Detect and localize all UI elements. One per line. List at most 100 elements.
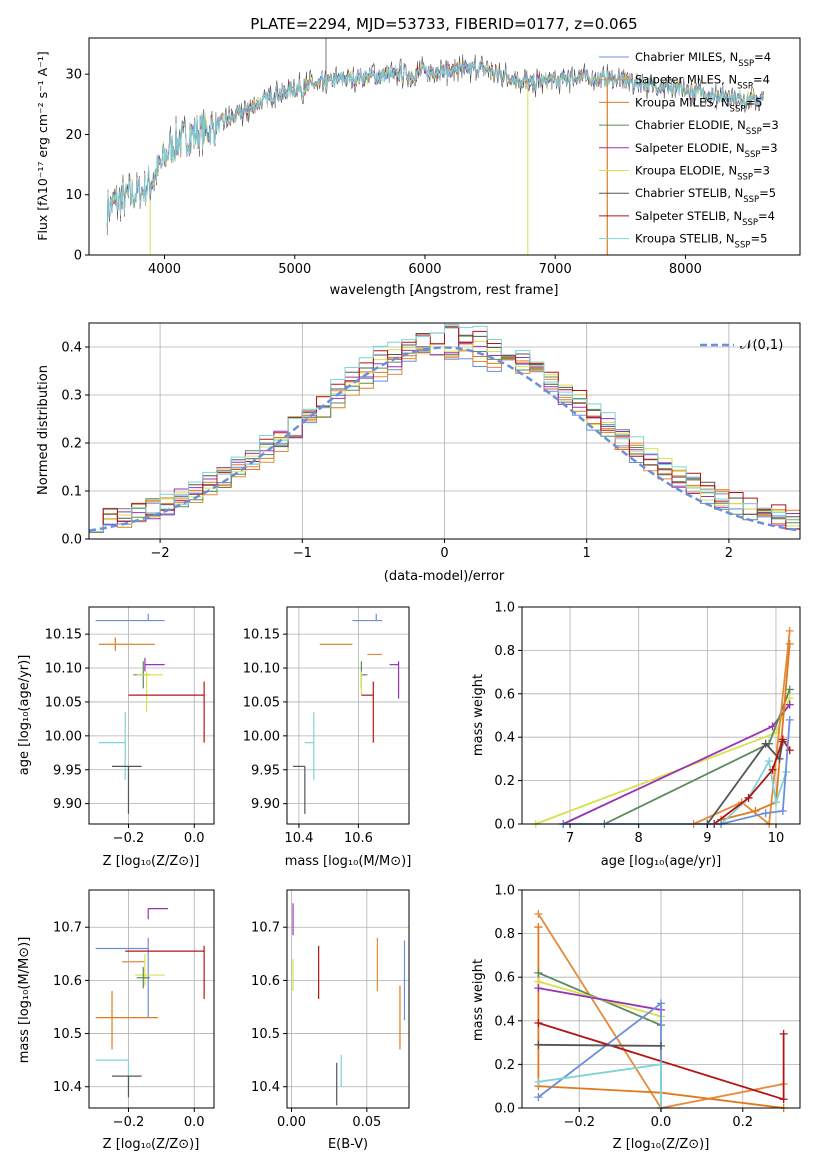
mass-vs-ebv-xlabel: E(B-V) bbox=[328, 1137, 368, 1152]
spectrum-legend: Chabrier MILES, NSSP=4 Salpeter MILES, NS… bbox=[599, 50, 779, 251]
y-tick-label: 10.5 bbox=[53, 1027, 82, 1042]
legend-label: Kroupa ELODIE, NSSP=3 bbox=[635, 164, 770, 183]
y-tick-label: 30 bbox=[65, 68, 82, 83]
weight-marker bbox=[534, 1018, 543, 1027]
age-vs-z-xlabel: Z [log₁₀(Z/Z⊙)] bbox=[103, 854, 200, 869]
weight-marker bbox=[778, 735, 787, 744]
weight-vs-z-xlabel: Z [log₁₀(Z/Z⊙)] bbox=[613, 1137, 710, 1152]
axes-frame bbox=[521, 889, 801, 1109]
spectrum-xlabel: wavelength [Angstrom, rest frame] bbox=[330, 283, 559, 298]
legend-label: Chabrier ELODIE, NSSP=3 bbox=[635, 118, 779, 137]
y-tick-label: 10.10 bbox=[243, 662, 280, 677]
x-tick-label: 10 bbox=[768, 831, 785, 846]
x-tick-label: 0.00 bbox=[277, 1115, 306, 1130]
y-tick-label: 0.8 bbox=[494, 644, 515, 659]
y-tick-label: 0.6 bbox=[494, 687, 515, 702]
residual-histogram bbox=[89, 324, 800, 532]
weight-marker bbox=[744, 793, 753, 802]
x-tick-label: 0 bbox=[440, 546, 448, 561]
weight-line bbox=[537, 927, 784, 1109]
x-tick-label: −0.2 bbox=[563, 1115, 595, 1130]
axes-frame bbox=[88, 37, 801, 256]
y-tick-label: 20 bbox=[65, 128, 82, 143]
weight-line bbox=[535, 697, 791, 825]
x-tick-label: 7000 bbox=[539, 262, 572, 277]
y-tick-label: 10.4 bbox=[251, 1080, 280, 1095]
residual-histogram bbox=[89, 342, 800, 533]
y-tick-label: 0.4 bbox=[61, 341, 82, 356]
weight-vs-z-ylabel: mass weight bbox=[471, 959, 486, 1041]
x-tick-label: 1 bbox=[583, 546, 591, 561]
y-tick-label: 0.0 bbox=[494, 818, 515, 833]
legend-label: Chabrier STELIB, NSSP=5 bbox=[635, 186, 776, 205]
x-tick-label: −2 bbox=[151, 546, 170, 561]
y-tick-label: 0.4 bbox=[494, 1014, 515, 1029]
weight-marker bbox=[785, 715, 794, 724]
age-vs-mass-xlabel: mass [log₁₀(M/M⊙)] bbox=[285, 854, 412, 869]
weight-marker bbox=[534, 1093, 543, 1102]
weight-marker bbox=[761, 739, 770, 748]
y-tick-label: 0.8 bbox=[494, 927, 515, 942]
weight-line bbox=[562, 704, 791, 825]
y-tick-label: 10.15 bbox=[243, 628, 280, 643]
spectrum-line bbox=[106, 60, 764, 228]
y-tick-label: 10.05 bbox=[243, 695, 280, 710]
residual-histogram bbox=[89, 325, 800, 533]
age-vs-z-ylabel: age [log₁₀(age/yr)] bbox=[17, 655, 32, 776]
mass-vs-ebv-panel: 0.00 0.05 10.4 10.5 10.6 10.7 E(B-V) bbox=[251, 889, 410, 1152]
y-tick-label: 0.2 bbox=[61, 437, 82, 452]
y-tick-label: 10.00 bbox=[45, 729, 82, 744]
weight-marker bbox=[657, 999, 665, 1008]
weight-marker bbox=[785, 685, 794, 694]
weight-line bbox=[538, 1043, 662, 1047]
x-tick-label: 8 bbox=[635, 831, 643, 846]
weight-marker bbox=[751, 806, 760, 815]
x-tick-label: 0.2 bbox=[732, 1115, 753, 1130]
weight-line bbox=[538, 1063, 662, 1108]
legend-label: Salpeter ELODIE, NSSP=3 bbox=[635, 141, 778, 160]
mass-vs-z-ylabel: mass [log₁₀(M/M⊙)] bbox=[17, 937, 32, 1064]
axes-frame bbox=[88, 889, 215, 1109]
weight-marker bbox=[534, 968, 543, 977]
weight-marker bbox=[785, 639, 794, 648]
residual-histogram bbox=[89, 348, 800, 533]
gaussian-curve bbox=[88, 346, 801, 532]
weight-marker bbox=[657, 1060, 665, 1069]
legend-label: Salpeter MILES, NSSP=4 bbox=[635, 73, 770, 92]
x-tick-label: 7 bbox=[566, 831, 574, 846]
y-tick-label: 0.1 bbox=[61, 485, 82, 500]
x-tick-label: 0.05 bbox=[352, 1115, 381, 1130]
legend-label: Kroupa STELIB, NSSP=5 bbox=[635, 232, 767, 251]
residual-legend: 𝒩(0,1) bbox=[700, 338, 783, 353]
axes-frame bbox=[521, 606, 801, 825]
mass-vs-z-panel: −0.2 0.010.410.510.610.7 Z [log₁₀(Z/Z⊙)] … bbox=[17, 889, 215, 1152]
spectrum-ylabel: Flux [fλ10⁻¹⁷ erg cm⁻² s⁻¹ A⁻¹] bbox=[35, 51, 50, 240]
gaussian-legend-label: 𝒩(0,1) bbox=[740, 338, 783, 353]
weight-vs-age-ylabel: mass weight bbox=[471, 674, 486, 756]
x-tick-label: −0.2 bbox=[113, 1115, 145, 1130]
weight-line bbox=[604, 689, 791, 825]
y-tick-label: 10.4 bbox=[53, 1080, 82, 1095]
y-tick-label: 0.0 bbox=[61, 533, 82, 548]
y-tick-label: 10.7 bbox=[53, 921, 82, 936]
x-tick-label: 5000 bbox=[278, 262, 311, 277]
mass-vs-z-xlabel: Z [log₁₀(Z/Z⊙)] bbox=[103, 1137, 200, 1152]
weight-line bbox=[538, 987, 662, 1011]
x-tick-label: 0.0 bbox=[651, 1115, 672, 1130]
age-vs-mass-panel: 10.4 10.6 9.90 9.95 10.00 10.05 10.10 10.15 mas… bbox=[243, 606, 412, 869]
y-tick-label: 10.15 bbox=[45, 628, 82, 643]
y-tick-label: 10.05 bbox=[45, 695, 82, 710]
axes-frame bbox=[88, 322, 801, 540]
y-tick-label: 1.0 bbox=[494, 884, 515, 899]
weight-line bbox=[706, 741, 784, 825]
x-tick-label: −1 bbox=[293, 546, 312, 561]
weight-marker bbox=[765, 757, 774, 766]
spectrum-title: PLATE=2294, MJD=53733, FIBERID=0177, z=0… bbox=[250, 15, 637, 33]
x-tick-label: 6000 bbox=[408, 262, 441, 277]
weight-marker bbox=[534, 984, 543, 993]
weight-marker bbox=[778, 806, 787, 815]
y-tick-label: 0.4 bbox=[494, 731, 515, 746]
x-tick-label: 0.0 bbox=[184, 1115, 205, 1130]
weight-marker bbox=[768, 765, 777, 774]
